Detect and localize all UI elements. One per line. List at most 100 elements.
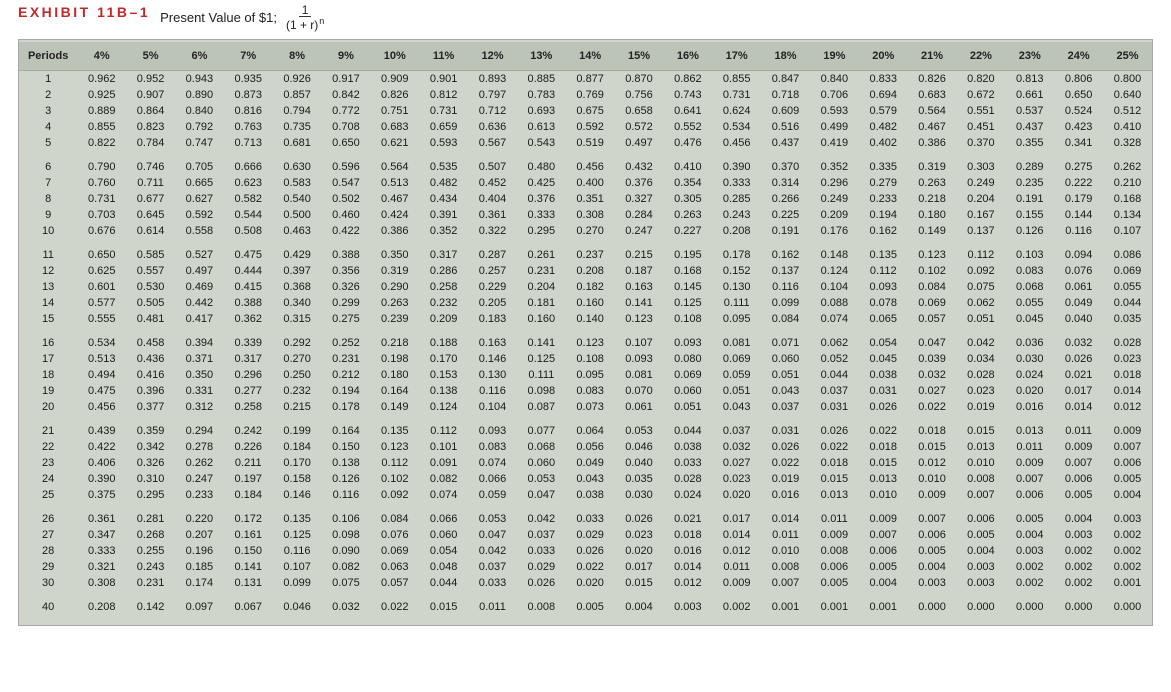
cell-value: 0.281: [126, 503, 175, 527]
cell-value: 0.497: [175, 263, 224, 279]
cell-value: 0.650: [77, 239, 126, 263]
cell-value: 0.098: [517, 383, 566, 399]
cell-value: 0.093: [468, 415, 517, 439]
cell-value: 0.031: [761, 415, 810, 439]
cell-value: 0.002: [1054, 575, 1103, 591]
cell-value: 0.347: [77, 527, 126, 543]
cell-value: 0.163: [615, 279, 664, 295]
cell-value: 0.015: [956, 415, 1005, 439]
cell-value: 0.909: [370, 71, 419, 87]
cell-value: 0.564: [370, 151, 419, 175]
cell-value: 0.456: [712, 135, 761, 151]
cell-value: 0.613: [517, 119, 566, 135]
cell-value: 0.066: [468, 471, 517, 487]
cell-value: 0.002: [1005, 575, 1054, 591]
cell-period: 30: [19, 575, 77, 591]
col-header-rate: 10%: [370, 42, 419, 71]
cell-value: 0.180: [370, 367, 419, 383]
cell-value: 0.703: [77, 207, 126, 223]
cell-period: 9: [19, 207, 77, 223]
cell-value: 0.285: [712, 191, 761, 207]
cell-value: 0.011: [761, 527, 810, 543]
cell-value: 0.112: [956, 239, 1005, 263]
cell-value: 0.500: [273, 207, 322, 223]
cell-value: 0.022: [761, 455, 810, 471]
cell-value: 0.160: [566, 295, 615, 311]
cell-value: 0.683: [370, 119, 419, 135]
col-header-rate: 6%: [175, 42, 224, 71]
cell-value: 0.907: [126, 87, 175, 103]
cell-value: 0.404: [468, 191, 517, 207]
cell-value: 0.437: [1005, 119, 1054, 135]
cell-value: 0.070: [615, 383, 664, 399]
cell-value: 0.006: [956, 503, 1005, 527]
cell-value: 0.083: [468, 439, 517, 455]
cell-value: 0.014: [761, 503, 810, 527]
cell-value: 0.024: [663, 487, 712, 503]
cell-value: 0.333: [517, 207, 566, 223]
cell-value: 0.022: [859, 415, 908, 439]
title-lead: Present Value of $1;: [160, 10, 277, 25]
cell-value: 0.148: [810, 239, 859, 263]
cell-value: 0.508: [224, 223, 273, 239]
cell-value: 0.152: [712, 263, 761, 279]
table-row: 220.4220.3420.2780.2260.1840.1500.1230.1…: [19, 439, 1152, 455]
cell-value: 0.112: [370, 455, 419, 471]
cell-value: 0.640: [1103, 87, 1152, 103]
cell-value: 0.022: [566, 559, 615, 575]
cell-value: 0.142: [126, 591, 175, 615]
cell-value: 0.294: [175, 415, 224, 439]
cell-value: 0.287: [468, 239, 517, 263]
cell-value: 0.356: [322, 263, 371, 279]
cell-value: 0.826: [908, 71, 957, 87]
cell-value: 0.424: [370, 207, 419, 223]
cell-value: 0.124: [810, 263, 859, 279]
cell-value: 0.341: [1054, 135, 1103, 151]
cell-value: 0.016: [663, 543, 712, 559]
cell-value: 0.020: [566, 575, 615, 591]
cell-value: 0.822: [77, 135, 126, 151]
cell-value: 0.018: [663, 527, 712, 543]
cell-value: 0.081: [712, 327, 761, 351]
cell-value: 0.000: [1054, 591, 1103, 615]
cell-value: 0.231: [126, 575, 175, 591]
cell-value: 0.093: [615, 351, 664, 367]
cell-value: 0.456: [566, 151, 615, 175]
cell-value: 0.650: [322, 135, 371, 151]
cell-value: 0.059: [468, 487, 517, 503]
cell-value: 0.125: [273, 527, 322, 543]
cell-value: 0.242: [224, 415, 273, 439]
fraction-denominator: (1 + r)n: [283, 17, 327, 31]
cell-value: 0.015: [908, 439, 957, 455]
cell-value: 0.683: [908, 87, 957, 103]
cell-value: 0.252: [322, 327, 371, 351]
cell-value: 0.125: [517, 351, 566, 367]
cell-value: 0.784: [126, 135, 175, 151]
cell-period: 29: [19, 559, 77, 575]
cell-value: 0.002: [1103, 527, 1152, 543]
cell-value: 0.019: [956, 399, 1005, 415]
cell-value: 0.708: [322, 119, 371, 135]
cell-value: 0.111: [517, 367, 566, 383]
cell-period: 27: [19, 527, 77, 543]
cell-value: 0.032: [712, 439, 761, 455]
cell-value: 0.179: [1054, 191, 1103, 207]
cell-value: 0.335: [859, 151, 908, 175]
cell-value: 0.068: [517, 439, 566, 455]
cell-value: 0.196: [175, 543, 224, 559]
cell-value: 0.326: [322, 279, 371, 295]
cell-value: 0.816: [224, 103, 273, 119]
cell-value: 0.296: [810, 175, 859, 191]
cell-value: 0.060: [761, 351, 810, 367]
cell-value: 0.069: [663, 367, 712, 383]
cell-value: 0.056: [566, 439, 615, 455]
cell-value: 0.480: [517, 151, 566, 175]
cell-value: 0.677: [126, 191, 175, 207]
cell-value: 0.053: [615, 415, 664, 439]
cell-value: 0.270: [273, 351, 322, 367]
cell-value: 0.015: [419, 591, 468, 615]
cell-value: 0.103: [1005, 239, 1054, 263]
cell-value: 0.535: [419, 151, 468, 175]
cell-value: 0.935: [224, 71, 273, 87]
cell-value: 0.013: [1005, 415, 1054, 439]
